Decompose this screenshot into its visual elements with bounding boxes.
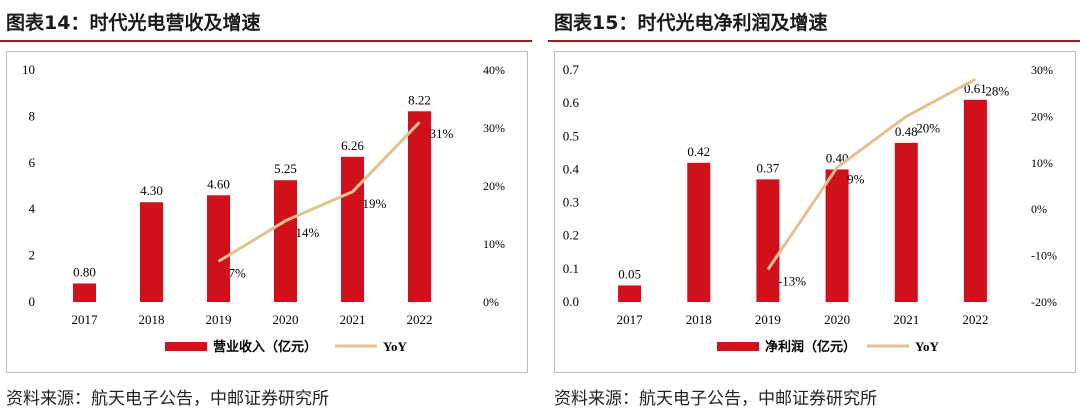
right-axis-tick: 30% [483,121,505,135]
bar [687,162,711,302]
left-axis-tick: 10 [22,62,35,77]
bar-data-label: 0.05 [618,266,641,281]
legend-line-label: YoY [383,339,407,354]
left-axis-tick: 0.3 [563,195,579,210]
left-panel: 图表14：时代光电营收及增速 0 2 4 6 8 10 0% 10% 20% 30% 40% 0.80… [0,0,532,415]
yoy-data-label: 7% [229,265,247,280]
x-axis-tick: 2021 [893,312,919,327]
x-axis-tick: 2017 [617,312,644,327]
bar [73,283,96,302]
source-note: 资料来源：航天电子公告，中邮证券研究所 [6,389,329,409]
revenue-chart: 0 2 4 6 8 10 0% 10% 20% 30% 40% 0.80 2017 4.30 2018 4.6… [22,62,505,354]
x-axis-tick: 2022 [962,312,988,327]
legend-bar-label: 净利润（亿元） [765,339,856,354]
bar [618,285,642,302]
left-axis-tick: 0.5 [563,128,579,143]
bar-data-label: 4.60 [207,176,230,191]
x-axis-tick: 2018 [139,312,165,327]
bar [140,202,163,302]
right-axis-tick: -20% [1031,295,1057,309]
right-axis-tick: 10% [1031,156,1053,170]
left-axis-tick: 0.2 [563,228,579,243]
bar-data-label: 0.48 [895,124,918,139]
bar [756,179,780,302]
bar [274,180,297,302]
bar [408,111,431,302]
x-axis-tick: 2017 [72,312,99,327]
right-axis-tick: 20% [1031,109,1053,123]
legend-line-label: YoY [915,339,939,354]
net-profit-chart: 0.0 0.1 0.2 0.3 0.4 0.5 0.6 0.7 -20% -10% 0% 10% 20%… [563,62,1057,354]
bar [825,169,849,302]
x-axis-tick: 2019 [755,312,781,327]
bar-data-label: 8.22 [408,92,431,107]
x-axis-tick: 2018 [686,312,712,327]
x-axis-tick: 2020 [273,312,299,327]
x-axis-tick: 2020 [824,312,850,327]
bar [341,156,364,302]
bar-data-label: 0.80 [73,264,96,279]
bar-data-label: 0.42 [687,144,710,159]
right-axis-tick: 0% [1031,202,1047,216]
title-rule [0,40,532,42]
left-axis-tick: 0.1 [563,261,579,276]
yoy-data-label: 19% [363,196,387,211]
left-axis-tick: 0.7 [563,62,580,77]
yoy-data-label: 9% [847,171,865,186]
bar-data-label: 0.61 [964,81,987,96]
legend-bar-swatch [717,342,759,351]
right-axis-tick: 30% [1031,63,1053,77]
x-axis-tick: 2022 [407,312,433,327]
bar-data-label: 0.37 [757,160,780,175]
left-axis-tick: 0.4 [563,161,580,176]
left-axis-tick: 0.0 [563,294,579,309]
yoy-line [217,121,421,263]
x-axis-tick: 2019 [206,312,232,327]
source-note: 资料来源：航天电子公告，中邮证券研究所 [554,389,877,409]
left-axis-tick: 6 [29,155,36,170]
title-rule [548,40,1080,42]
left-axis-tick: 0 [29,294,36,309]
bar [963,99,987,302]
right-axis-tick: 40% [483,63,505,77]
chart-frame: 0.0 0.1 0.2 0.3 0.4 0.5 0.6 0.7 -20% -10% 0% 10% 20%… [554,51,1076,373]
left-axis-tick: 0.6 [563,95,580,110]
figure-title: 图表15：时代光电净利润及增速 [554,12,828,34]
x-axis-tick: 2021 [340,312,366,327]
yoy-line [766,77,977,271]
bar-data-label: 6.26 [341,138,364,153]
bar [894,142,918,302]
bar-data-label: 4.30 [140,183,163,198]
figure-title: 图表14：时代光电营收及增速 [6,12,261,34]
right-panel: 图表15：时代光电净利润及增速 0.0 0.1 0.2 0.3 0.4 0.5 0.6 0.7… [548,0,1080,415]
legend-bar-swatch [165,342,207,351]
yoy-data-label: 14% [296,225,320,240]
right-axis-tick: -10% [1031,249,1057,263]
yoy-data-label: 20% [916,120,940,135]
chart-frame: 0 2 4 6 8 10 0% 10% 20% 30% 40% 0.80 2017 4.30 2018 4.6… [6,51,528,373]
legend-bar-label: 营业收入（亿元） [213,339,317,354]
left-axis-tick: 4 [29,201,36,216]
right-axis-tick: 0% [483,295,499,309]
bar [207,195,230,302]
right-axis-tick: 20% [483,179,505,193]
yoy-data-label: 28% [985,83,1009,98]
yoy-data-label: -13% [778,274,806,289]
left-axis-tick: 2 [29,248,36,263]
right-axis-tick: 10% [483,237,505,251]
yoy-data-label: 31% [430,126,454,141]
bar-data-label: 5.25 [274,161,297,176]
left-axis-tick: 8 [29,108,36,123]
